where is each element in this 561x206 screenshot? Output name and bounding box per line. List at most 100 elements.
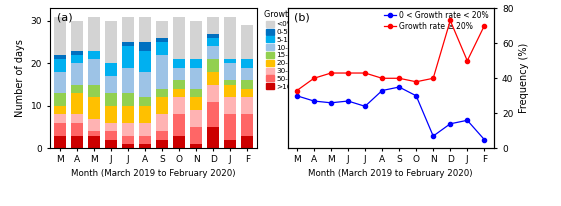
Line: 0 < Growth rate < 20%: 0 < Growth rate < 20% [295, 85, 486, 142]
Bar [173, 68, 185, 80]
0 < Growth rate < 20% [344, 100, 351, 102]
Bar [71, 55, 83, 63]
Bar [71, 85, 83, 93]
Bar [88, 131, 100, 136]
Line: Growth rate ≥ 20%: Growth rate ≥ 20% [295, 18, 486, 93]
Bar [224, 97, 236, 114]
Text: (b): (b) [294, 12, 310, 22]
Bar [122, 42, 134, 46]
Bar [54, 106, 66, 114]
Bar [156, 42, 168, 55]
0 < Growth rate < 20% [430, 135, 436, 137]
Bar [88, 59, 100, 85]
Bar [88, 97, 100, 119]
Bar [173, 89, 185, 97]
Bar [88, 119, 100, 131]
Growth rate ≥ 20% [328, 72, 334, 74]
0 < Growth rate < 20% [481, 138, 488, 141]
Bar [224, 63, 236, 80]
Bar [224, 17, 236, 59]
Bar [241, 68, 253, 80]
Bar [71, 136, 83, 148]
Bar [173, 97, 185, 114]
Bar [88, 136, 100, 148]
0 < Growth rate < 20% [396, 86, 402, 88]
Bar [139, 72, 151, 97]
Bar [241, 114, 253, 136]
Bar [71, 114, 83, 123]
Bar [54, 93, 66, 106]
Bar [88, 85, 100, 97]
Bar [207, 34, 219, 38]
Bar [105, 63, 117, 76]
Bar [122, 68, 134, 93]
Bar [54, 17, 66, 55]
Bar [156, 21, 168, 38]
Bar [207, 17, 219, 34]
Bar [241, 80, 253, 89]
Bar [71, 123, 83, 136]
Bar [54, 59, 66, 72]
Bar [173, 80, 185, 89]
Bar [156, 140, 168, 148]
Bar [207, 85, 219, 102]
Bar [156, 114, 168, 131]
Bar [105, 140, 117, 148]
Bar [173, 17, 185, 59]
Bar [156, 89, 168, 97]
Bar [190, 144, 202, 148]
0 < Growth rate < 20% [362, 105, 369, 108]
Bar [71, 21, 83, 51]
Legend: 0 < Growth rate < 20%, Growth rate ≥ 20%: 0 < Growth rate < 20%, Growth rate ≥ 20% [383, 9, 490, 32]
Bar [207, 38, 219, 46]
Bar [173, 136, 185, 148]
Bar [190, 89, 202, 97]
Bar [54, 123, 66, 136]
0 < Growth rate < 20% [311, 100, 318, 102]
Growth rate ≥ 20% [481, 25, 488, 27]
Bar [156, 131, 168, 140]
Bar [105, 123, 117, 131]
Bar [139, 123, 151, 136]
Bar [139, 136, 151, 144]
Bar [207, 127, 219, 148]
0 < Growth rate < 20% [413, 95, 420, 97]
Bar [224, 85, 236, 97]
Bar [139, 17, 151, 42]
Bar [241, 25, 253, 59]
Bar [224, 114, 236, 140]
0 < Growth rate < 20% [328, 102, 334, 104]
Bar [139, 144, 151, 148]
Growth rate ≥ 20% [464, 60, 471, 62]
Bar [241, 89, 253, 97]
Bar [71, 93, 83, 114]
Bar [139, 106, 151, 123]
Bar [190, 21, 202, 59]
Bar [105, 106, 117, 123]
Bar [190, 68, 202, 89]
Bar [224, 59, 236, 63]
X-axis label: Month (March 2019 to February 2020): Month (March 2019 to February 2020) [71, 169, 236, 178]
Bar [139, 42, 151, 51]
Bar [54, 55, 66, 59]
0 < Growth rate < 20% [379, 89, 385, 92]
Growth rate ≥ 20% [447, 19, 454, 22]
Bar [241, 136, 253, 148]
Growth rate ≥ 20% [293, 89, 300, 92]
Bar [139, 51, 151, 72]
Bar [105, 131, 117, 140]
Bar [122, 123, 134, 136]
Bar [241, 97, 253, 114]
Bar [88, 51, 100, 59]
Bar [207, 72, 219, 85]
Bar [224, 80, 236, 85]
Bar [105, 76, 117, 93]
Bar [54, 114, 66, 123]
Bar [224, 140, 236, 148]
Bar [105, 93, 117, 106]
Y-axis label: Frequency (%): Frequency (%) [519, 43, 529, 114]
Bar [173, 59, 185, 68]
Bar [122, 93, 134, 106]
Bar [241, 59, 253, 68]
Bar [190, 110, 202, 127]
